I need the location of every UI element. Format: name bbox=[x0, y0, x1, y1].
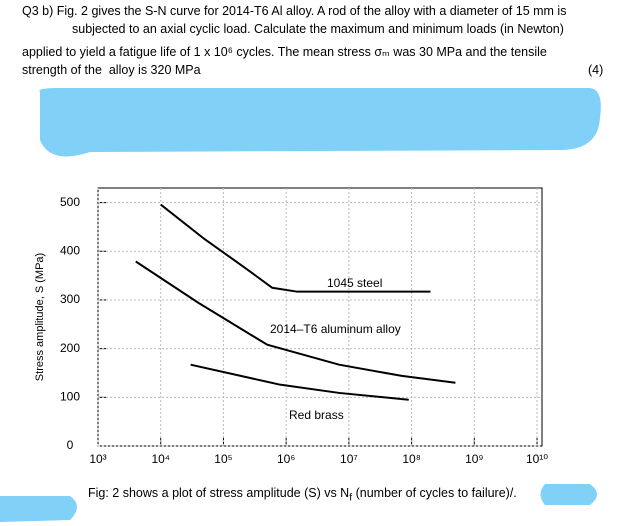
y-tick-label: 200 bbox=[60, 341, 80, 355]
curve-label: 1045 steel bbox=[327, 276, 382, 290]
question-line: applied to yield a fatigue life of 1 x 1… bbox=[22, 45, 547, 59]
question-marks: (4) bbox=[588, 63, 604, 77]
curve bbox=[160, 203, 431, 293]
y-tick-label: 500 bbox=[60, 195, 80, 209]
curve bbox=[190, 363, 409, 401]
x-tick-label: 10⁷ bbox=[340, 452, 358, 466]
y-tick-label: 400 bbox=[60, 243, 80, 257]
redaction bbox=[540, 484, 597, 505]
x-tick-label: 10⁸ bbox=[402, 452, 420, 466]
y-tick-label: 300 bbox=[60, 292, 80, 306]
curve bbox=[135, 260, 456, 384]
x-tick-label: 10⁹ bbox=[465, 452, 484, 466]
x-tick-label: 10³ bbox=[89, 452, 106, 466]
curve-label: 2014–T6 aluminum alloy bbox=[270, 322, 401, 336]
caption: Fig: 2 shows a plot of stress amplitude … bbox=[88, 486, 517, 504]
redaction bbox=[0, 496, 77, 522]
question-line: Q3 b) Fig. 2 gives the S-N curve for 201… bbox=[22, 4, 567, 18]
question-line: strength of the alloy is 320 MPa bbox=[22, 63, 201, 77]
redaction bbox=[39, 88, 601, 157]
y-tick-label: 100 bbox=[60, 389, 80, 403]
x-tick-label: 10⁶ bbox=[277, 452, 295, 466]
caption-sub: f bbox=[349, 492, 353, 504]
y-tick-label: 0 bbox=[67, 438, 74, 452]
x-tick-label: 10⁵ bbox=[214, 452, 232, 466]
x-tick-label: 10¹⁰ bbox=[526, 452, 548, 466]
caption-text: Fig: 2 shows a plot of stress amplitude … bbox=[88, 486, 350, 500]
x-tick-label: 10⁴ bbox=[151, 452, 170, 466]
question-line: subjected to an axial cyclic load. Calcu… bbox=[72, 22, 564, 36]
curve-label: Red brass bbox=[289, 408, 344, 422]
y-axis-label: Stress amplitude, S (MPa) bbox=[34, 253, 46, 381]
caption-text: (number of cycles to failure)/. bbox=[352, 486, 517, 500]
